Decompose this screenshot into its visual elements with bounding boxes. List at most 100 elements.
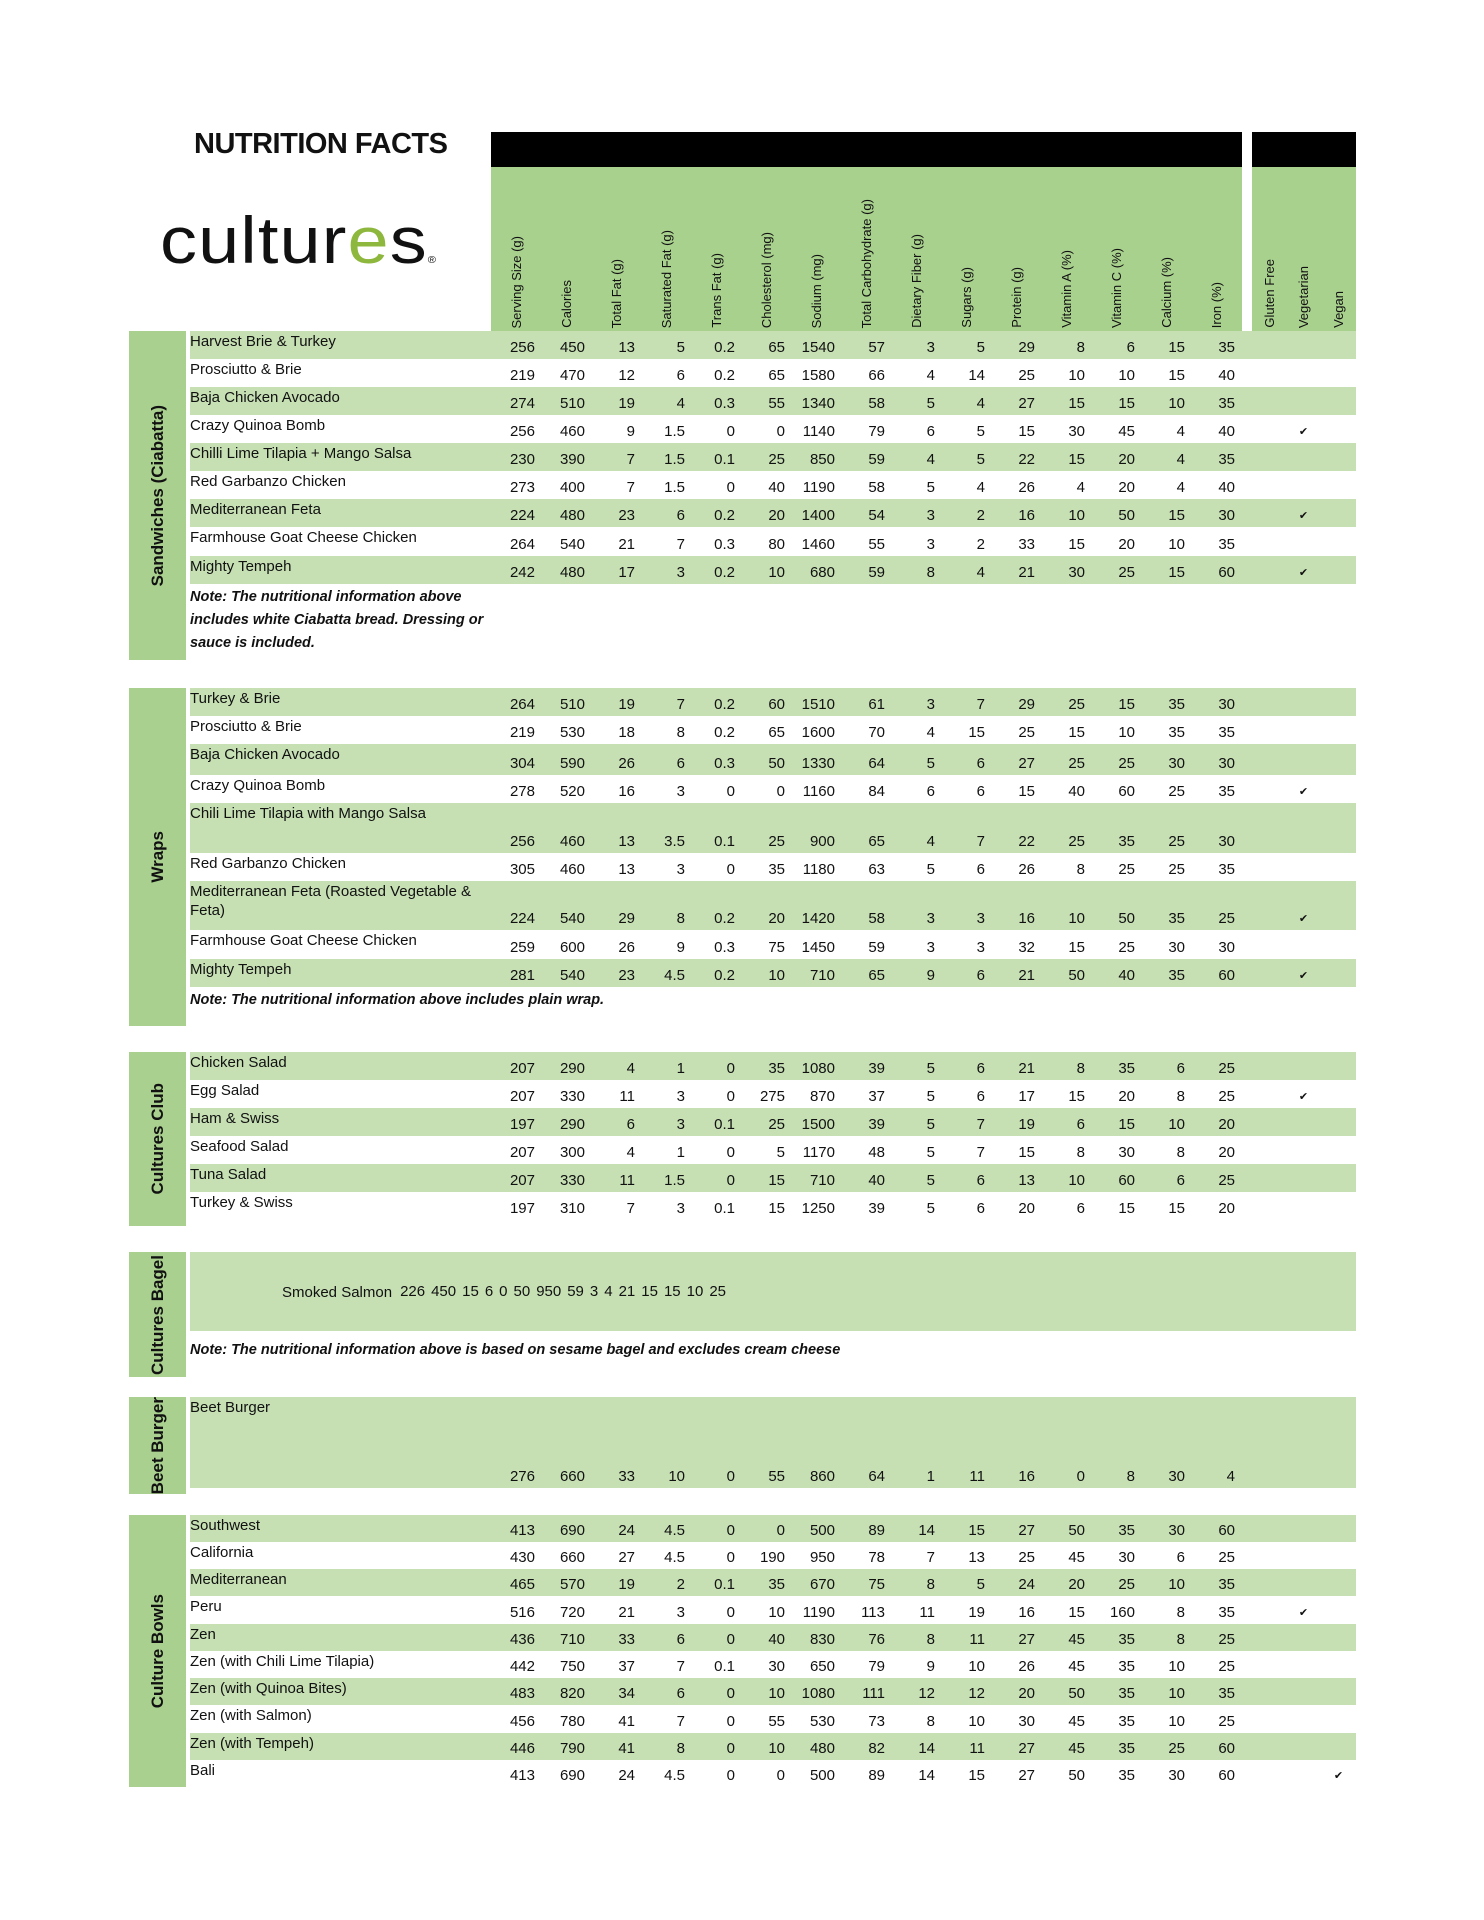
nutrient-value: 50 bbox=[1068, 1767, 1085, 1784]
diet-column-header: Gluten Free bbox=[1252, 167, 1286, 331]
nutrient-value: 40 bbox=[768, 1631, 785, 1648]
section-label-text: Culture Bowls bbox=[147, 1593, 167, 1709]
nutrient-value: 6 bbox=[976, 1200, 985, 1217]
nutrient-value: 520 bbox=[559, 783, 585, 800]
nutrient-value: 9 bbox=[926, 967, 935, 984]
header-bar-nutrients bbox=[491, 132, 1242, 167]
diet-flag-empty bbox=[1321, 1564, 1356, 1569]
column-gap bbox=[1241, 1705, 1252, 1733]
nutrient-value: 15 bbox=[768, 1172, 785, 1189]
nutrient-value: 22 bbox=[1018, 833, 1035, 850]
nutrient-value: 0.1 bbox=[714, 1116, 735, 1133]
nutrient-value: 6 bbox=[1176, 1172, 1185, 1189]
column-gap bbox=[1241, 499, 1252, 527]
item-name: Mighty Tempeh bbox=[190, 961, 292, 978]
nutrient-value: 13 bbox=[968, 1549, 985, 1566]
nutrient-value: 61 bbox=[868, 696, 885, 713]
nutrient-value: 6 bbox=[976, 967, 985, 984]
diet-flag-empty bbox=[1286, 1591, 1321, 1596]
diet-flag-empty bbox=[1321, 466, 1356, 471]
nutrient-value: 4 bbox=[1226, 1468, 1235, 1485]
table-row: Seafood Salad 207 300 4 1 0 5 1170 48 5 7 15 8 30 8 20 bbox=[190, 1136, 1356, 1164]
nutrient-value: 1 bbox=[676, 1144, 685, 1161]
nutrient-value: 8 bbox=[1076, 861, 1085, 878]
logo-accent-e: e bbox=[347, 203, 390, 277]
nutrient-value: 60 bbox=[1218, 564, 1235, 581]
diet-flag-empty bbox=[1252, 1728, 1286, 1733]
nutrient-value: 4 bbox=[926, 833, 935, 850]
nutrient-value: 4 bbox=[1176, 423, 1185, 440]
nutrient-value: 0 bbox=[726, 479, 735, 496]
column-gap bbox=[1241, 881, 1252, 930]
nutrient-value: 59 bbox=[868, 451, 885, 468]
item-name: Chicken Salad bbox=[190, 1054, 287, 1071]
nutrient-value: 0 bbox=[726, 1522, 735, 1539]
nutrient-value: 60 bbox=[1218, 1740, 1235, 1757]
column-gap bbox=[1241, 1164, 1252, 1192]
item-name: Seafood Salad bbox=[190, 1138, 289, 1155]
nutrient-value: 273 bbox=[509, 479, 535, 496]
nutrient-value: 25 bbox=[1218, 910, 1235, 927]
nutrient-value: 35 bbox=[1118, 1767, 1135, 1784]
nutrient-value: 14 bbox=[918, 1740, 935, 1757]
nutrient-value: 35 bbox=[1118, 1631, 1135, 1648]
nutrient-value: 25 bbox=[768, 1116, 785, 1133]
section-label: Culture Bowls bbox=[129, 1515, 186, 1787]
nutrient-value: 1080 bbox=[801, 1060, 835, 1077]
nutrient-value: 20 bbox=[1018, 1685, 1035, 1702]
nutrient-value: 22 bbox=[1018, 451, 1035, 468]
nutrient-value: 10 bbox=[1118, 724, 1135, 741]
diet-flag-empty bbox=[1321, 982, 1356, 987]
diet-flag-empty bbox=[1252, 1619, 1286, 1624]
nutrient-value: 510 bbox=[559, 395, 585, 412]
column-header: Total Carbohydrate (g) bbox=[841, 167, 891, 331]
nutrient-value: 50 bbox=[1068, 967, 1085, 984]
nutrient-value: 5 bbox=[676, 339, 685, 356]
nutrient-value: 230 bbox=[509, 451, 535, 468]
column-header-label: Total Carbohydrate (g) bbox=[858, 198, 874, 328]
nutrient-value: 30 bbox=[1218, 507, 1235, 524]
diet-column-header-label: Gluten Free bbox=[1261, 259, 1277, 328]
nutrient-value: 11 bbox=[919, 1604, 935, 1621]
menu-section: Culture Bowls Southwest 413 690 24 4.5 0 0 500 89… bbox=[129, 1515, 1356, 1787]
nutrient-value: 33 bbox=[618, 1468, 635, 1485]
nutrient-value: 29 bbox=[1018, 339, 1035, 356]
diet-flag-empty bbox=[1252, 1187, 1286, 1192]
diet-flag-empty bbox=[1252, 925, 1286, 930]
diet-flag-empty bbox=[1321, 1755, 1356, 1760]
diet-flag-empty bbox=[1286, 354, 1321, 359]
nutrient-value: 3 bbox=[676, 783, 685, 800]
nutrient-value: 11 bbox=[619, 1088, 635, 1105]
nutrient-value: 460 bbox=[559, 861, 585, 878]
nutrient-value: 4 bbox=[626, 1144, 635, 1161]
nutrient-value: 33 bbox=[1018, 536, 1035, 553]
table-row: Red Garbanzo Chicken 273 400 7 1.5 0 40 1190 58 5… bbox=[190, 471, 1356, 499]
nutrient-value: 8 bbox=[1126, 1468, 1135, 1485]
nutrient-value: 45 bbox=[1068, 1713, 1085, 1730]
nutrient-value: 242 bbox=[509, 564, 535, 581]
diet-flag-empty bbox=[1252, 382, 1286, 387]
nutrient-value: 8 bbox=[1076, 339, 1085, 356]
nutrient-value: 25 bbox=[1218, 1088, 1235, 1105]
nutrient-value: 5 bbox=[976, 423, 985, 440]
nutrient-value: 820 bbox=[559, 1685, 585, 1702]
column-gap bbox=[1241, 387, 1252, 415]
nutrient-value: 197 bbox=[509, 1116, 535, 1133]
nutrient-value: 11 bbox=[969, 1631, 985, 1648]
table-row: Mediterranean Feta 224 480 23 6 0.2 20 1400 54 3 2… bbox=[190, 499, 1356, 527]
nutrient-value: 7 bbox=[626, 1200, 635, 1217]
nutrient-value: 15 bbox=[1168, 339, 1185, 356]
nutrient-value: 12 bbox=[968, 1685, 985, 1702]
nutrient-value: 25 bbox=[1068, 755, 1085, 772]
nutrient-value: 15 bbox=[1118, 1200, 1135, 1217]
nutrient-value: 30 bbox=[1018, 1713, 1035, 1730]
nutrient-value: 0 bbox=[726, 1144, 735, 1161]
nutrient-value: 1510 bbox=[801, 696, 835, 713]
nutrient-value: 1190 bbox=[802, 1604, 835, 1621]
check-icon: ✔ bbox=[1298, 913, 1309, 925]
nutrient-value: 1600 bbox=[801, 724, 835, 741]
table-row: California 430 660 27 4.5 0 190 950 78 7 13 25 45 30 6… bbox=[190, 1542, 1356, 1569]
nutrient-value: 15 bbox=[1168, 564, 1185, 581]
nutrient-value: 35 bbox=[1218, 451, 1235, 468]
nutrient-value: 15 bbox=[1068, 1088, 1085, 1105]
